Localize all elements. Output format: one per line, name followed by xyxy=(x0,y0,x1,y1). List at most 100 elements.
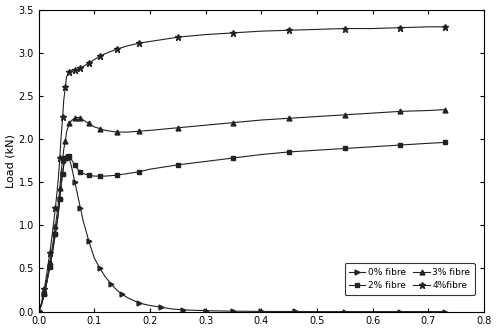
2% fibre xyxy=(80,172,86,176)
2% fibre xyxy=(41,292,47,296)
3% fibre xyxy=(286,116,292,120)
2% fibre xyxy=(78,170,83,174)
4%fibre xyxy=(398,26,404,30)
2% fibre xyxy=(60,172,66,176)
2% fibre xyxy=(64,152,70,156)
3% fibre xyxy=(52,224,58,228)
4%fibre xyxy=(442,25,448,29)
2% fibre xyxy=(58,185,64,189)
4%fibre xyxy=(64,75,70,79)
0% fibre xyxy=(86,239,92,243)
4%fibre xyxy=(66,70,72,74)
2% fibre xyxy=(47,265,53,269)
4%fibre xyxy=(47,251,53,255)
0% fibre xyxy=(169,307,175,311)
3% fibre xyxy=(370,111,376,115)
3% fibre xyxy=(60,158,66,162)
2% fibre xyxy=(286,150,292,154)
0% fibre xyxy=(61,163,67,167)
4%fibre xyxy=(314,28,320,32)
4%fibre xyxy=(203,33,209,37)
2% fibre xyxy=(314,148,320,152)
0% fibre xyxy=(44,280,50,284)
0% fibre xyxy=(72,180,78,184)
2% fibre xyxy=(231,156,237,160)
4%fibre xyxy=(425,25,431,29)
0% fibre xyxy=(258,309,264,313)
Line: 3% fibre: 3% fibre xyxy=(36,107,447,314)
3% fibre xyxy=(44,277,50,281)
0% fibre xyxy=(314,310,320,314)
4%fibre xyxy=(57,156,63,160)
0% fibre xyxy=(158,305,164,309)
3% fibre xyxy=(72,116,78,120)
4%fibre xyxy=(41,287,47,291)
4%fibre xyxy=(125,44,131,48)
2% fibre xyxy=(86,173,92,177)
4%fibre xyxy=(342,27,348,31)
2% fibre xyxy=(75,167,81,171)
Y-axis label: Load (kN): Load (kN) xyxy=(5,134,15,188)
4%fibre xyxy=(286,28,292,32)
0% fibre xyxy=(114,288,120,292)
3% fibre xyxy=(58,172,64,176)
0% fibre xyxy=(342,310,348,314)
3% fibre xyxy=(136,129,142,133)
3% fibre xyxy=(55,204,61,208)
0% fibre xyxy=(78,206,83,210)
2% fibre xyxy=(203,159,209,163)
3% fibre xyxy=(38,302,44,306)
0% fibre xyxy=(55,213,61,217)
3% fibre xyxy=(61,147,67,151)
4%fibre xyxy=(175,35,181,39)
0% fibre xyxy=(75,193,81,197)
4%fibre xyxy=(36,310,42,314)
4%fibre xyxy=(44,270,50,274)
4%fibre xyxy=(231,31,237,35)
4%fibre xyxy=(72,68,78,72)
4%fibre xyxy=(50,229,56,233)
2% fibre xyxy=(72,163,78,167)
3% fibre xyxy=(78,116,83,120)
2% fibre xyxy=(36,310,42,314)
4%fibre xyxy=(75,68,81,72)
3% fibre xyxy=(258,118,264,122)
4%fibre xyxy=(61,98,67,102)
0% fibre xyxy=(203,309,209,313)
2% fibre xyxy=(57,198,63,202)
4%fibre xyxy=(69,68,75,72)
0% fibre xyxy=(57,198,63,202)
4%fibre xyxy=(258,29,264,33)
2% fibre xyxy=(258,152,264,156)
0% fibre xyxy=(36,310,42,314)
3% fibre xyxy=(80,118,86,122)
2% fibre xyxy=(370,145,376,149)
4%fibre xyxy=(80,64,86,68)
3% fibre xyxy=(147,128,153,132)
3% fibre xyxy=(47,260,53,264)
0% fibre xyxy=(41,292,47,296)
4%fibre xyxy=(370,27,376,31)
0% fibre xyxy=(191,308,197,312)
0% fibre xyxy=(38,303,44,307)
4%fibre xyxy=(91,58,97,62)
3% fibre xyxy=(69,118,75,122)
2% fibre xyxy=(398,143,404,147)
0% fibre xyxy=(231,309,237,313)
4%fibre xyxy=(55,178,61,182)
2% fibre xyxy=(175,163,181,167)
2% fibre xyxy=(52,232,58,236)
Legend: 0% fibre, 2% fibre, 3% fibre, 4%fibre: 0% fibre, 2% fibre, 3% fibre, 4%fibre xyxy=(345,264,475,295)
2% fibre xyxy=(102,174,108,178)
0% fibre xyxy=(58,185,64,189)
3% fibre xyxy=(442,108,448,112)
4%fibre xyxy=(63,85,69,89)
4%fibre xyxy=(58,137,64,141)
3% fibre xyxy=(97,126,103,130)
0% fibre xyxy=(50,249,56,253)
4%fibre xyxy=(136,41,142,45)
3% fibre xyxy=(41,290,47,294)
3% fibre xyxy=(342,113,348,117)
4%fibre xyxy=(78,66,83,70)
3% fibre xyxy=(75,116,81,120)
